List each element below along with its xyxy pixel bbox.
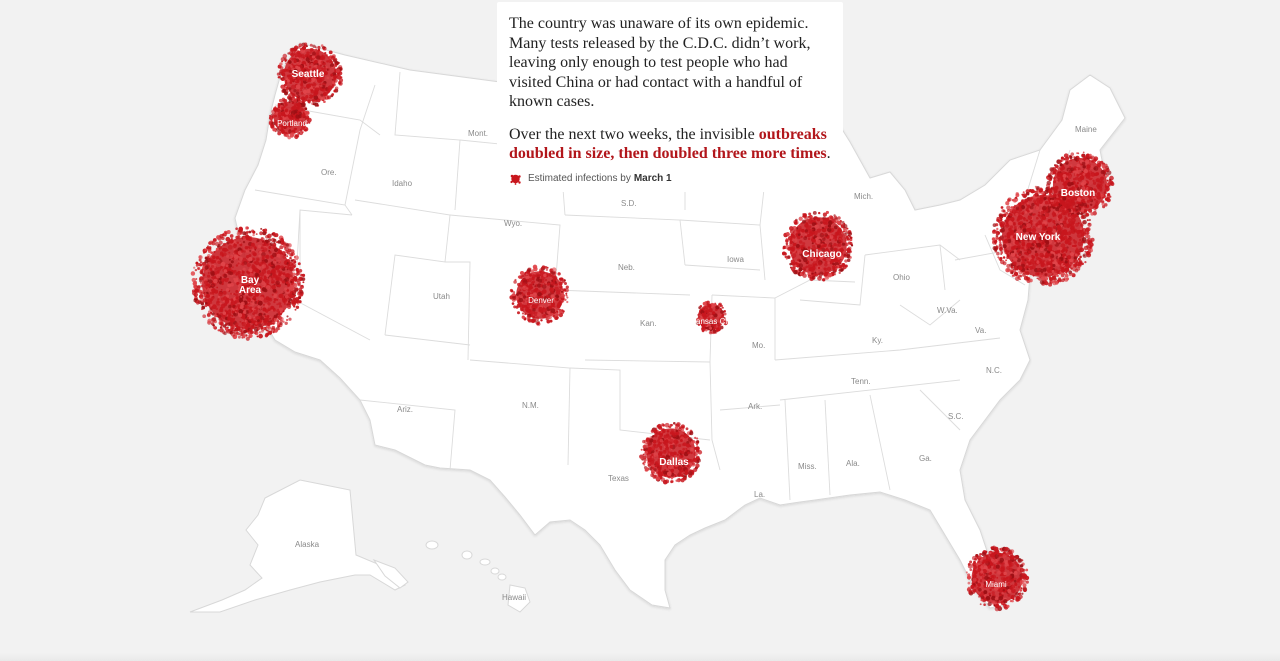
state-label-mont: Mont.: [468, 129, 488, 138]
outbreak-dallas: [639, 421, 703, 485]
state-label-tenn: Tenn.: [851, 377, 871, 386]
state-label-mo: Mo.: [752, 341, 765, 350]
city-label-miami: Miami: [985, 580, 1007, 589]
outbreak-denver: [509, 264, 569, 327]
state-label-sc: S.C.: [948, 412, 964, 421]
state-label-ohio: Ohio: [893, 273, 910, 282]
state-label-kan: Kan.: [640, 319, 656, 328]
state-label-hawaii: Hawaii: [502, 593, 526, 602]
state-label-ark: Ark.: [748, 402, 762, 411]
hawaii-islands: [425, 540, 531, 613]
city-label-chicago: Chicago: [802, 249, 841, 260]
narrative-paragraph-2: Over the next two weeks, the invisible o…: [509, 125, 831, 164]
state-label-neb: Neb.: [618, 263, 635, 272]
state-label-mich: Mich.: [854, 192, 873, 201]
outbreak-miami: [965, 545, 1030, 612]
bottom-edge: [0, 653, 1280, 661]
narrative-highlight: outbreaks doubled in size, then doubled …: [509, 125, 827, 163]
outbreak-boston: [1045, 151, 1115, 220]
state-label-iowa: Iowa: [727, 255, 744, 264]
state-label-wva: W.Va.: [937, 306, 958, 315]
alaska-panhandle: [372, 558, 409, 589]
state-label-sd: S.D.: [621, 199, 637, 208]
outbreak-bay-area: [190, 226, 306, 341]
state-label-ariz: Ariz.: [397, 405, 413, 414]
state-label-idaho: Idaho: [392, 179, 413, 188]
city-label-boston: Boston: [1061, 188, 1095, 199]
outbreak-kansas-city: [695, 300, 728, 335]
state-label-texas: Texas: [608, 474, 629, 483]
legend-label: Estimated infections by: [528, 173, 631, 184]
city-label-portland: Portland: [277, 119, 307, 128]
outbreak-portland: [268, 96, 312, 140]
city-label-kansas-city: Kansas City: [691, 317, 734, 326]
narrative-card: The country was unaware of its own epide…: [497, 2, 843, 192]
narrative-paragraph-2-lead: Over the next two weeks, the invisible: [509, 125, 759, 143]
narrative-paragraph-1: The country was unaware of its own epide…: [509, 15, 811, 110]
city-label-denver: Denver: [528, 296, 554, 305]
city-label-dallas: Dallas: [659, 457, 689, 468]
narrative-paragraph-2-end: .: [826, 145, 831, 162]
state-label-wyo: Wyo.: [504, 219, 522, 228]
infection-cluster-icon: [510, 174, 521, 185]
state-borders: [254, 71, 1091, 501]
city-label-bay-area-line2: Area: [239, 285, 262, 296]
state-label-ore: Ore.: [321, 168, 337, 177]
state-label-la: La.: [754, 490, 765, 499]
state-label-va: Va.: [975, 326, 986, 335]
outbreak-clusters: [190, 42, 1115, 612]
city-label-new-york: New York: [1016, 232, 1061, 243]
state-label-ky: Ky.: [872, 336, 883, 345]
state-label-nc: N.C.: [986, 366, 1002, 375]
state-label-maine: Maine: [1075, 125, 1097, 134]
state-label-alaska: Alaska: [295, 540, 320, 549]
state-label-utah: Utah: [433, 292, 450, 301]
city-label-bay-area-line1: Bay: [241, 275, 260, 286]
state-label-ala: Ala.: [846, 459, 860, 468]
state-label-miss: Miss.: [798, 462, 817, 471]
outbreak-seattle: [276, 42, 344, 108]
state-label-nm: N.M.: [522, 401, 539, 410]
city-label-seattle: Seattle: [292, 69, 325, 80]
legend: Estimated infections by March 1: [509, 173, 831, 185]
alaska-landmass: [189, 479, 406, 613]
legend-date: March 1: [633, 173, 672, 184]
state-label-ga: Ga.: [919, 454, 932, 463]
outbreak-chicago: [781, 210, 854, 282]
